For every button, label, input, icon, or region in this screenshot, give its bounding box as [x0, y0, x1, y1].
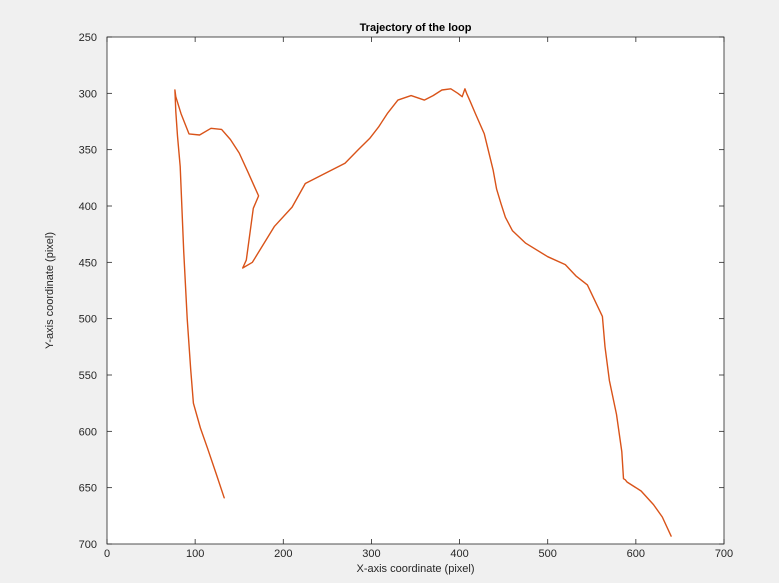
y-tick-label: 450 [79, 257, 97, 269]
x-tick-label: 0 [104, 548, 110, 560]
y-tick-label: 650 [79, 483, 97, 495]
x-axis-label: X-axis coordinate (pixel) [357, 563, 475, 575]
x-tick-label: 300 [362, 548, 380, 560]
x-tick-label: 100 [186, 548, 204, 560]
y-tick-label: 350 [79, 145, 97, 157]
x-tick-label: 700 [715, 548, 733, 560]
y-tick-label: 600 [79, 426, 97, 438]
x-tick-label: 500 [539, 548, 557, 560]
x-tick-label: 400 [450, 548, 468, 560]
y-tick-label: 500 [79, 314, 97, 326]
chart-title: Trajectory of the loop [360, 22, 472, 34]
y-tick-label: 250 [79, 32, 97, 44]
y-tick-label: 550 [79, 370, 97, 382]
x-tick-label: 200 [274, 548, 292, 560]
plot-area [107, 37, 724, 544]
y-tick-label: 400 [79, 201, 97, 213]
y-tick-label: 700 [79, 539, 97, 551]
y-axis-label: Y-axis coordinate (pixel) [44, 232, 56, 349]
y-tick-label: 300 [79, 88, 97, 100]
plot-frame [106, 36, 725, 545]
x-tick-label: 600 [627, 548, 645, 560]
trajectory-line [174, 88, 672, 537]
